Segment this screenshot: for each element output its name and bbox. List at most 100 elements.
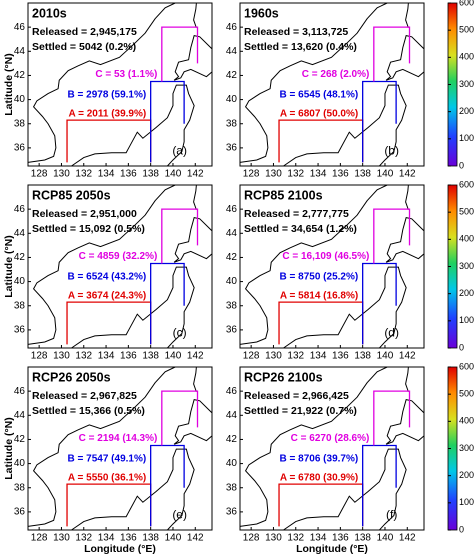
- y-tick-label: 42: [226, 252, 238, 263]
- coastline: [283, 266, 407, 349]
- coastline: [193, 2, 197, 28]
- region-c-count: C = 6270 (28.6%): [291, 433, 370, 444]
- colorbar-tick-label: 0: [459, 160, 464, 170]
- x-tick-label: 130: [53, 169, 70, 180]
- colorbar-tick-label: 600: [459, 0, 474, 7]
- x-tick-label: 136: [332, 351, 349, 362]
- released-count: Released = 3,113,725: [244, 26, 348, 38]
- x-tick-label: 130: [265, 169, 282, 180]
- panel-title: RCP85 2100s: [244, 188, 323, 202]
- region-box: [373, 208, 411, 264]
- coastline: [385, 217, 425, 263]
- colorbar-tick-label: 600: [459, 179, 474, 189]
- region-c-count: C = 268 (2.0%): [302, 69, 370, 80]
- x-tick-label: 130: [265, 351, 282, 362]
- region-box: [362, 80, 397, 163]
- y-tick-label: 44: [14, 410, 26, 421]
- released-count: Released = 2,777,775: [244, 208, 349, 220]
- colorbar-tick-label: 500: [459, 389, 474, 399]
- colorbar-tick-label: 400: [459, 234, 474, 244]
- y-axis-label: Latitude (°N): [3, 235, 15, 298]
- x-tick-label: 128: [31, 351, 48, 362]
- map-panel: 128 130 132 134 136 138 140 142 36 38 40 42 44 46 RCP8…: [14, 184, 213, 362]
- x-tick-label: 132: [287, 169, 304, 180]
- coastline: [173, 35, 213, 81]
- x-tick-label: 142: [187, 169, 204, 180]
- panel-title: 1960s: [244, 6, 279, 20]
- y-tick-label: 44: [14, 228, 26, 239]
- coastline: [173, 217, 213, 263]
- colorbar-tick-label: 600: [459, 361, 474, 371]
- released-count: Released = 2,945,175: [32, 26, 137, 38]
- x-tick-label: 136: [332, 533, 349, 544]
- y-tick-label: 44: [14, 46, 26, 57]
- coastline: [193, 184, 197, 210]
- x-tick-label: 140: [165, 533, 182, 544]
- y-tick-label: 38: [14, 482, 26, 493]
- map-panel: 128 130 132 134 136 138 140 142 36 38 40 42 44 46 RCP2…: [14, 366, 213, 544]
- settled-count: Settled = 13,620 (0.4%): [244, 41, 357, 53]
- x-tick-label: 138: [142, 169, 159, 180]
- region-b-count: B = 7547 (49.1%): [68, 453, 147, 464]
- region-b-count: B = 8706 (39.7%): [280, 453, 359, 464]
- coastline: [405, 2, 409, 28]
- y-tick-label: 42: [14, 252, 26, 263]
- region-a-count: A = 6807 (50.0%): [280, 109, 358, 120]
- coastline: [27, 2, 176, 163]
- region-c-count: C = 16,109 (46.5%): [282, 251, 369, 262]
- y-tick-label: 38: [14, 300, 26, 311]
- y-tick-label: 36: [14, 143, 26, 154]
- x-tick-label: 128: [31, 533, 48, 544]
- coastline: [71, 84, 195, 167]
- panel-label: (e): [172, 508, 187, 522]
- x-tick-label: 132: [75, 169, 92, 180]
- y-tick-label: 42: [14, 70, 26, 81]
- panel-label: (f): [386, 508, 397, 522]
- released-count: Released = 2,966,425: [244, 390, 349, 402]
- colorbar-tick-label: 200: [459, 288, 474, 298]
- x-tick-label: 140: [165, 351, 182, 362]
- colorbar-tick-label: 300: [459, 261, 474, 271]
- settled-count: Settled = 15,366 (0.5%): [32, 405, 145, 417]
- panel-title: RCP26 2100s: [244, 370, 323, 384]
- coastline: [405, 184, 409, 210]
- region-b-count: B = 8750 (25.2%): [280, 271, 359, 282]
- colorbar-tick-label: 100: [459, 497, 474, 507]
- coastline: [385, 399, 425, 445]
- region-box: [150, 262, 185, 345]
- colorbar-tick-label: 300: [459, 79, 474, 89]
- coastline: [239, 2, 388, 163]
- coastline: [385, 35, 425, 81]
- x-tick-label: 142: [187, 351, 204, 362]
- colorbar-tick-label: 0: [459, 524, 464, 534]
- x-tick-label: 134: [310, 169, 327, 180]
- y-tick-label: 44: [226, 228, 238, 239]
- y-tick-label: 38: [14, 118, 26, 129]
- x-tick-label: 138: [354, 533, 371, 544]
- colorbar-tick-label: 400: [459, 416, 474, 426]
- y-tick-label: 46: [226, 204, 238, 215]
- x-tick-label: 140: [165, 169, 182, 180]
- y-tick-label: 40: [226, 94, 238, 105]
- map-panel: 128 130 132 134 136 138 140 142 36 38 40 42 44 46 RCP2…: [226, 366, 425, 544]
- region-b-count: B = 6524 (43.2%): [68, 271, 147, 282]
- map-panel: 128 130 132 134 136 138 140 142 36 38 40 42 44 46 1960…: [226, 2, 425, 180]
- region-box: [161, 390, 199, 446]
- y-tick-label: 40: [14, 458, 26, 469]
- x-tick-label: 132: [287, 351, 304, 362]
- y-tick-label: 46: [226, 22, 238, 33]
- y-tick-label: 46: [14, 204, 26, 215]
- region-box: [362, 262, 397, 345]
- y-tick-label: 40: [14, 94, 26, 105]
- panel-label: (a): [172, 144, 187, 158]
- colorbar-tick-label: 500: [459, 207, 474, 217]
- region-box: [362, 444, 397, 527]
- x-tick-label: 136: [120, 533, 137, 544]
- x-tick-label: 142: [399, 533, 416, 544]
- x-tick-label: 128: [243, 533, 260, 544]
- x-tick-label: 142: [187, 533, 204, 544]
- region-b-count: B = 6545 (48.1%): [280, 89, 359, 100]
- y-tick-label: 46: [226, 386, 238, 397]
- coastline: [239, 184, 388, 345]
